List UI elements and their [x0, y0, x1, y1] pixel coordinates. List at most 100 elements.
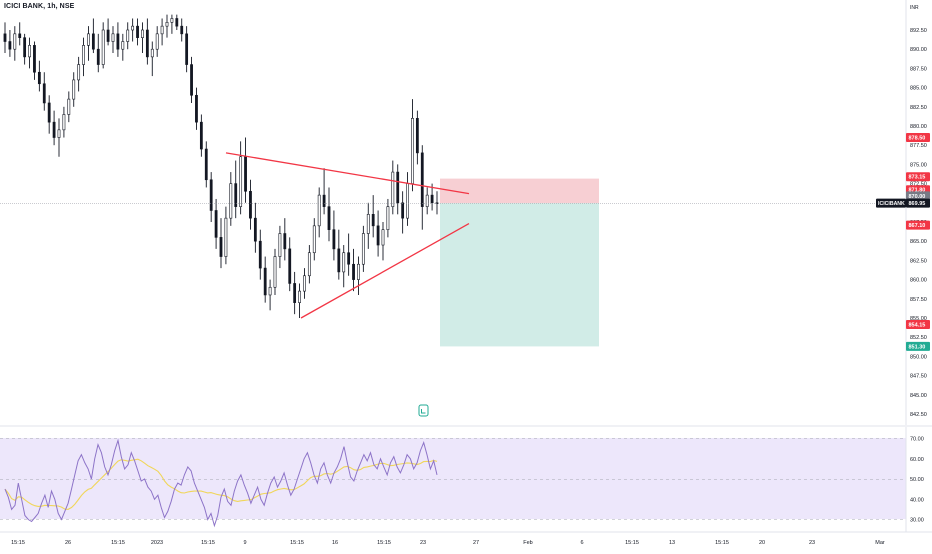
candle-body [141, 29, 144, 38]
price-tick-label: 842.50 [910, 412, 927, 418]
candle-body [37, 71, 41, 85]
candle-body [72, 79, 76, 100]
candle [150, 41, 154, 77]
current-symbol-label-bg [876, 198, 906, 208]
candle-body [204, 148, 208, 181]
candle [415, 110, 419, 165]
currency-label: INR [910, 5, 919, 11]
time-tick-label: Feb [523, 540, 532, 546]
candle [62, 106, 66, 138]
symbol-title: ICICI BANK, 1h, NSE [4, 3, 75, 10]
candle-body [288, 248, 292, 284]
candle [136, 18, 139, 46]
candle [141, 22, 144, 54]
candle [258, 229, 262, 280]
price-tick-label: 865.00 [910, 239, 927, 245]
badge-target-level-bg [906, 341, 930, 351]
candle [3, 22, 7, 54]
candle-body [278, 233, 282, 257]
candle-body [8, 41, 12, 50]
candle [175, 14, 179, 30]
candle [401, 191, 405, 234]
candle [396, 164, 400, 215]
candle [366, 202, 370, 249]
candle [229, 172, 233, 226]
candle-body [96, 48, 100, 65]
candle [13, 26, 17, 61]
candle [52, 110, 56, 146]
candle-body [283, 233, 287, 250]
candle [249, 179, 252, 230]
candle-body [47, 102, 51, 123]
stop-loss-zone [440, 178, 599, 204]
candle-body [293, 283, 297, 303]
badge-entry-level-bg [906, 220, 930, 230]
candle-body [175, 18, 179, 27]
candle-body [23, 37, 27, 58]
candle [342, 245, 346, 288]
candle [28, 37, 31, 69]
candle [199, 114, 203, 157]
candle [116, 22, 120, 57]
candle-body [214, 210, 218, 238]
candle-body [332, 229, 336, 250]
candle [327, 187, 331, 242]
candle [317, 187, 321, 238]
candle [204, 141, 208, 188]
candle [307, 245, 311, 284]
candle-body [160, 25, 164, 35]
price-tick-label: 890.00 [910, 47, 927, 53]
tradingview-logo-icon[interactable] [418, 404, 429, 417]
price-tick-label: 855.00 [910, 316, 927, 322]
candle-body [352, 263, 355, 280]
candle-body [298, 290, 301, 303]
candle [77, 56, 81, 92]
candle [91, 18, 95, 54]
time-tick-label: 6 [580, 540, 583, 546]
candle-body [126, 29, 130, 42]
candle [209, 172, 213, 222]
candle [96, 33, 100, 73]
candle-body [322, 194, 326, 207]
candle [312, 218, 316, 261]
candle-body [209, 179, 213, 211]
candle [303, 268, 306, 299]
candle-body [18, 33, 22, 38]
badge-entry-level-text: 867.10 [909, 223, 926, 229]
candle [430, 183, 434, 211]
candle [47, 95, 51, 134]
candle-body [136, 25, 139, 38]
candle [352, 248, 355, 292]
time-tick-label: 13 [669, 540, 675, 546]
candle-body [342, 252, 346, 273]
candle-body [239, 156, 243, 207]
candle [214, 198, 218, 249]
rsi-tick-label: 40.00 [910, 497, 924, 503]
time-tick-label: Mar [875, 540, 885, 546]
candle-body [317, 194, 321, 227]
candle-body [303, 275, 306, 292]
candle-body [101, 29, 105, 65]
current-price-badge: 869.95 [909, 201, 926, 207]
candle-body [185, 33, 189, 65]
candle-body [219, 237, 223, 257]
rsi-band [0, 438, 906, 519]
candle-body [273, 256, 277, 288]
candle [33, 41, 36, 80]
support-trendline [300, 222, 470, 319]
rsi-line [4, 438, 438, 528]
rsi-tick-label: 50.00 [910, 477, 924, 483]
time-tick-label: 15:15 [625, 540, 639, 546]
candle-body [170, 18, 174, 23]
candle [273, 248, 277, 295]
rsi-tick-label: 70.00 [910, 437, 924, 443]
candle [298, 283, 301, 318]
badge-line-b-text: 870.00 [909, 194, 926, 200]
price-tick-label: 892.50 [910, 28, 927, 34]
price-tick-label: 877.50 [910, 143, 927, 149]
candle-body [386, 206, 390, 230]
candle-body [224, 217, 228, 257]
candle [268, 279, 272, 311]
